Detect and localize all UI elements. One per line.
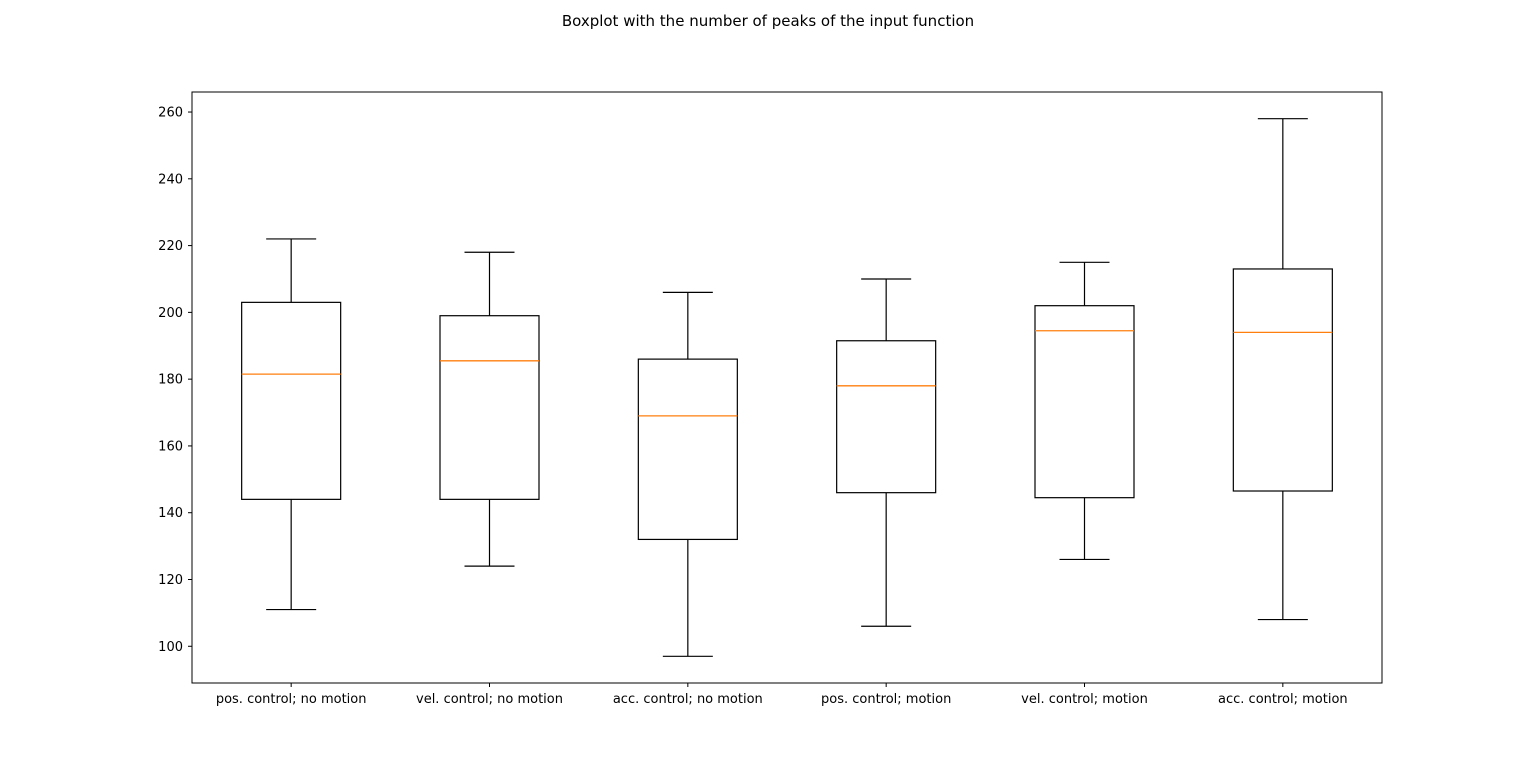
plot-area: 100 120 140 160 180 200 220 240 260 pos. control;… [158,91,1383,707]
box-group [241,238,342,611]
x-tick-label: acc. control; no motion [613,692,763,707]
y-tick-label: 200 [158,306,183,321]
y-tick-label: 240 [158,172,183,187]
box-iqr [439,315,540,500]
x-tick-label: acc. control; motion [1218,692,1348,707]
chart-title: Boxplot with the number of peaks of the … [562,12,974,30]
x-tick-label: vel. control; no motion [416,692,563,707]
y-tick-label: 120 [158,573,183,588]
x-tick-label: vel. control; motion [1021,692,1148,707]
y-tick-label: 180 [158,373,183,388]
box-iqr [1232,268,1333,492]
box-iqr [241,301,342,500]
y-tick-label: 100 [158,640,183,655]
box-iqr [637,358,738,541]
x-tick-label: pos. control; no motion [216,692,367,707]
box-iqr [1034,305,1135,499]
y-tick-label: 160 [158,439,183,454]
axes-frame [191,91,1383,684]
box-group [439,251,540,567]
y-tick-label: 260 [158,106,183,121]
box-group [637,291,738,657]
box-iqr [836,340,937,494]
y-tick-label: 140 [158,506,183,521]
box-group [1232,118,1333,621]
x-tick-label: pos. control; motion [821,692,951,707]
box-group [1034,261,1135,561]
box-group [836,278,937,627]
y-tick-label: 220 [158,239,183,254]
